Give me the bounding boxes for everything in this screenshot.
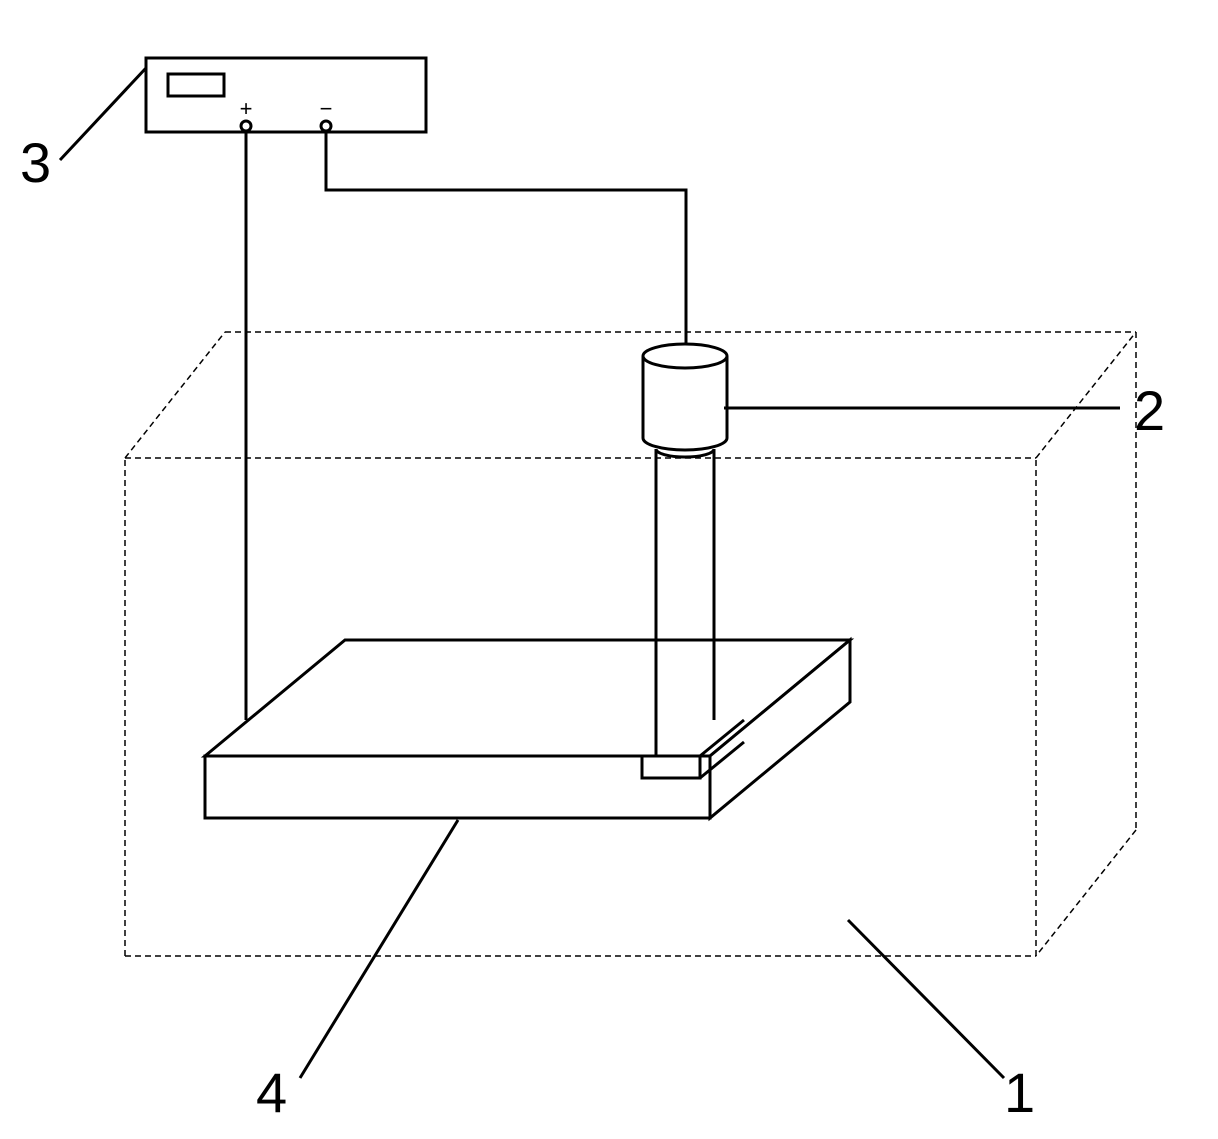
schematic-diagram: + −	[0, 0, 1218, 1139]
wires	[246, 132, 686, 720]
plate	[205, 640, 850, 818]
positive-terminal-symbol: +	[240, 96, 253, 121]
label-cylinder: 2	[1134, 378, 1165, 443]
power-supply	[146, 58, 426, 132]
label-plate: 4	[256, 1060, 287, 1125]
negative-terminal-symbol: −	[320, 96, 333, 121]
leader-lines	[60, 68, 1120, 1078]
label-power-supply: 3	[20, 130, 51, 195]
label-container: 1	[1004, 1060, 1035, 1125]
